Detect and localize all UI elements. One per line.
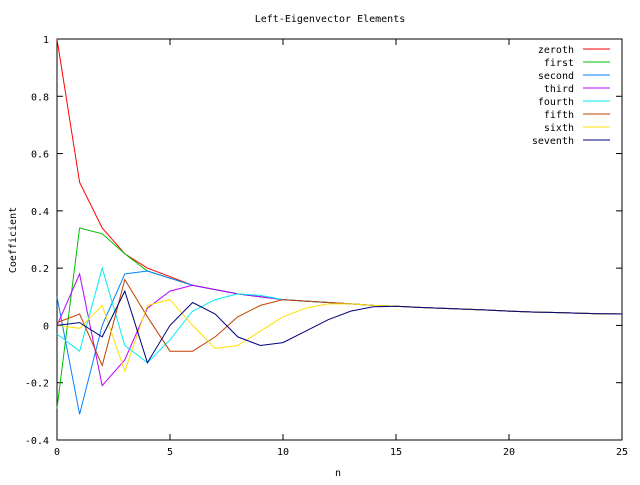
series-lines bbox=[56, 38, 623, 415]
legend-label-fifth: fifth bbox=[544, 110, 574, 121]
x-tick-label: 20 bbox=[503, 447, 515, 458]
axis-ticks: -0.4-0.200.20.40.60.810 5 10 15 20 25 bbox=[25, 35, 628, 458]
y-tick-label: 1 bbox=[43, 35, 49, 46]
y-tick-label: 0.4 bbox=[31, 207, 49, 218]
x-axis-label: n bbox=[335, 468, 341, 479]
legend-label-first: first bbox=[544, 58, 574, 69]
legend-label-sixth: sixth bbox=[544, 123, 574, 134]
legend-label-second: second bbox=[538, 71, 574, 82]
y-tick-label: 0.6 bbox=[31, 150, 49, 161]
legend-label-seventh: seventh bbox=[532, 136, 574, 147]
plot-border bbox=[56, 38, 623, 441]
y-axis-label: Coefficient bbox=[8, 207, 19, 273]
y-tick-label: 0 bbox=[43, 321, 49, 332]
x-tick-label: 15 bbox=[390, 447, 402, 458]
y-tick-label: -0.4 bbox=[25, 436, 49, 447]
chart-title: Left-Eigenvector Elements bbox=[255, 14, 406, 25]
x-tick-label: 25 bbox=[616, 447, 628, 458]
y-tick-label: 0.2 bbox=[31, 264, 49, 275]
legend-label-zeroth: zeroth bbox=[538, 45, 574, 56]
plot-frame bbox=[56, 38, 623, 441]
x-tick-label: 0 bbox=[54, 447, 60, 458]
y-tick-label: -0.2 bbox=[25, 379, 49, 390]
x-tick-label: 10 bbox=[277, 447, 289, 458]
legend-label-fourth: fourth bbox=[538, 97, 574, 108]
legend: zeroth first second third fourth fifth sixth se… bbox=[532, 45, 610, 147]
x-tick-label: 5 bbox=[167, 447, 173, 458]
y-tick-label: 0.8 bbox=[31, 92, 49, 103]
legend-label-third: third bbox=[544, 84, 574, 95]
series-line-seventh bbox=[56, 289, 623, 364]
